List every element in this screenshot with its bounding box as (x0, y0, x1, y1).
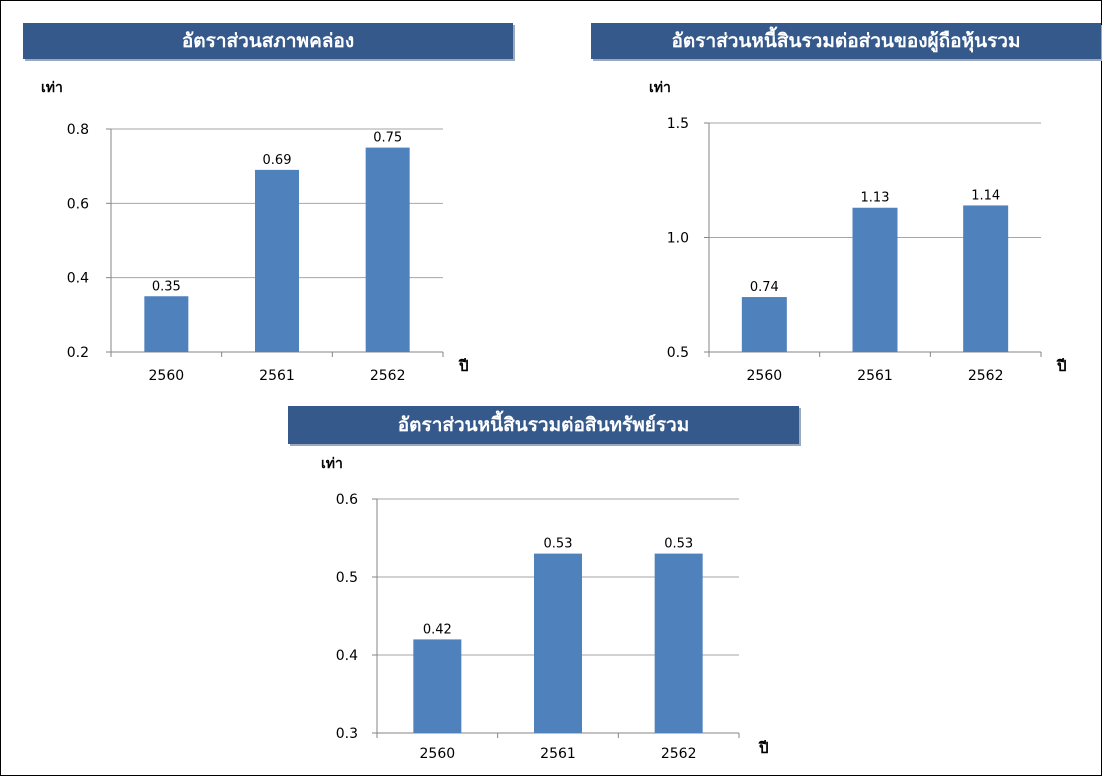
data-label: 0.53 (544, 537, 573, 552)
bar (963, 205, 1009, 352)
y-tick-label: 0.5 (667, 345, 689, 361)
y-tick-label: 0.4 (67, 271, 89, 287)
y-axis-unit-label: เท่า (321, 456, 343, 472)
y-axis-unit-label: เท่า (649, 80, 671, 96)
x-category-label: 2560 (420, 746, 456, 762)
data-label: 1.14 (971, 188, 1000, 203)
bar (144, 296, 189, 352)
y-tick-label: 0.6 (67, 196, 89, 212)
bar (534, 553, 582, 733)
data-label: 1.13 (861, 191, 890, 206)
x-category-label: 2561 (259, 368, 295, 384)
chart-title-current-ratio: อัตราส่วนสภาพคล่อง (23, 23, 513, 59)
x-category-label: 2560 (747, 368, 783, 384)
chart-title-debt-to-assets: อัตราส่วนหนี้สินรวมต่อสินทรัพย์รวม (288, 406, 799, 444)
y-axis-unit-label: เท่า (41, 80, 63, 96)
y-tick-label: 1.5 (667, 116, 689, 132)
y-tick-label: 0.2 (67, 345, 89, 361)
x-axis-title: ปี (458, 357, 468, 375)
y-tick-label: 0.3 (336, 726, 358, 742)
x-category-label: 2561 (857, 368, 893, 384)
x-category-label: 2561 (540, 746, 576, 762)
bar (365, 147, 410, 352)
chart-title-debt-to-equity: อัตราส่วนหนี้สินรวมต่อส่วนของผู้ถือหุ้นร… (591, 23, 1101, 59)
bar (413, 639, 462, 733)
y-tick-label: 1.0 (667, 231, 689, 247)
y-tick-label: 0.5 (336, 570, 358, 586)
bar (741, 297, 787, 352)
bar (852, 207, 898, 352)
data-label: 0.69 (263, 153, 292, 168)
data-label: 0.74 (750, 280, 779, 295)
bar (654, 553, 703, 733)
data-label: 0.53 (664, 537, 693, 552)
data-label: 0.75 (373, 131, 402, 146)
bar (255, 169, 299, 352)
x-category-label: 2562 (370, 368, 406, 384)
data-label: 0.42 (423, 622, 452, 637)
y-tick-label: 0.4 (336, 648, 358, 664)
data-label: 0.35 (152, 279, 181, 294)
x-category-label: 2560 (149, 368, 185, 384)
x-axis-title: ปี (1056, 357, 1066, 375)
x-axis-title: ปี (758, 739, 768, 757)
y-tick-label: 0.6 (336, 492, 358, 508)
x-category-label: 2562 (968, 368, 1004, 384)
x-category-label: 2562 (661, 746, 697, 762)
y-tick-label: 0.8 (67, 122, 89, 138)
